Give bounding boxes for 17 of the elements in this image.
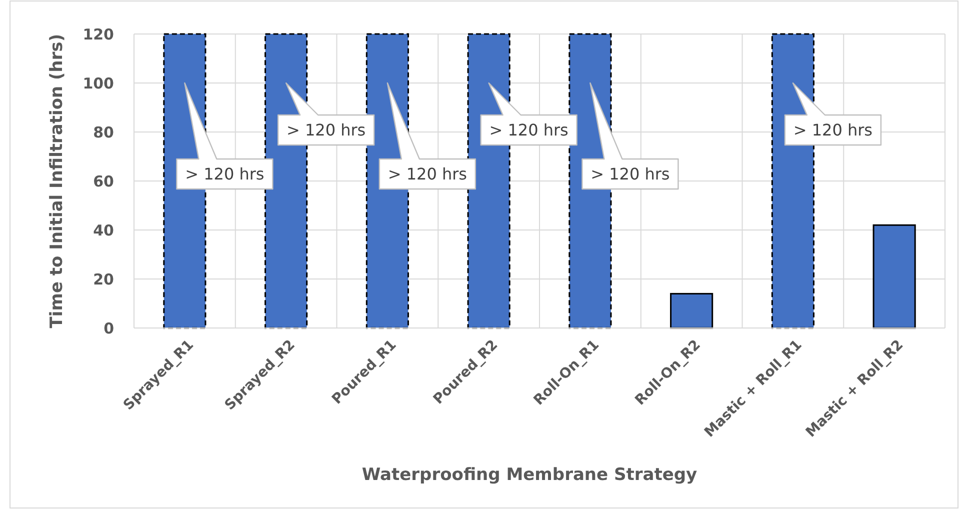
bar xyxy=(872,224,916,329)
y-tick-label: 100 xyxy=(82,74,114,92)
annotation: > 120 hrs xyxy=(489,120,568,140)
bar xyxy=(670,292,714,329)
y-tick-label: 20 xyxy=(93,270,114,288)
annotation: > 120 hrs xyxy=(793,120,873,140)
y-tick-label: 0 xyxy=(104,319,114,338)
y-tick-label: 40 xyxy=(93,221,114,240)
annotation: > 120 hrs xyxy=(286,120,366,140)
annotation: > 120 hrs xyxy=(388,164,468,184)
annotation: > 120 hrs xyxy=(590,164,670,184)
y-tick-label: 80 xyxy=(93,123,114,142)
annotation: > 120 hrs xyxy=(185,164,264,184)
y-tick-label: 120 xyxy=(82,25,114,44)
y-axis-title: Time to Initial Infiltration (hrs) xyxy=(47,34,67,328)
x-axis-title: Waterproofing Membrane Strategy xyxy=(362,465,698,485)
y-tick-label: 60 xyxy=(93,172,114,190)
